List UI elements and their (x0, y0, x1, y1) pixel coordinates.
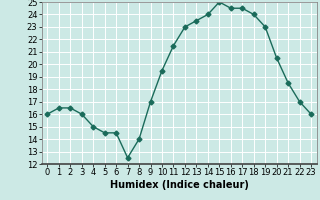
X-axis label: Humidex (Indice chaleur): Humidex (Indice chaleur) (110, 180, 249, 190)
